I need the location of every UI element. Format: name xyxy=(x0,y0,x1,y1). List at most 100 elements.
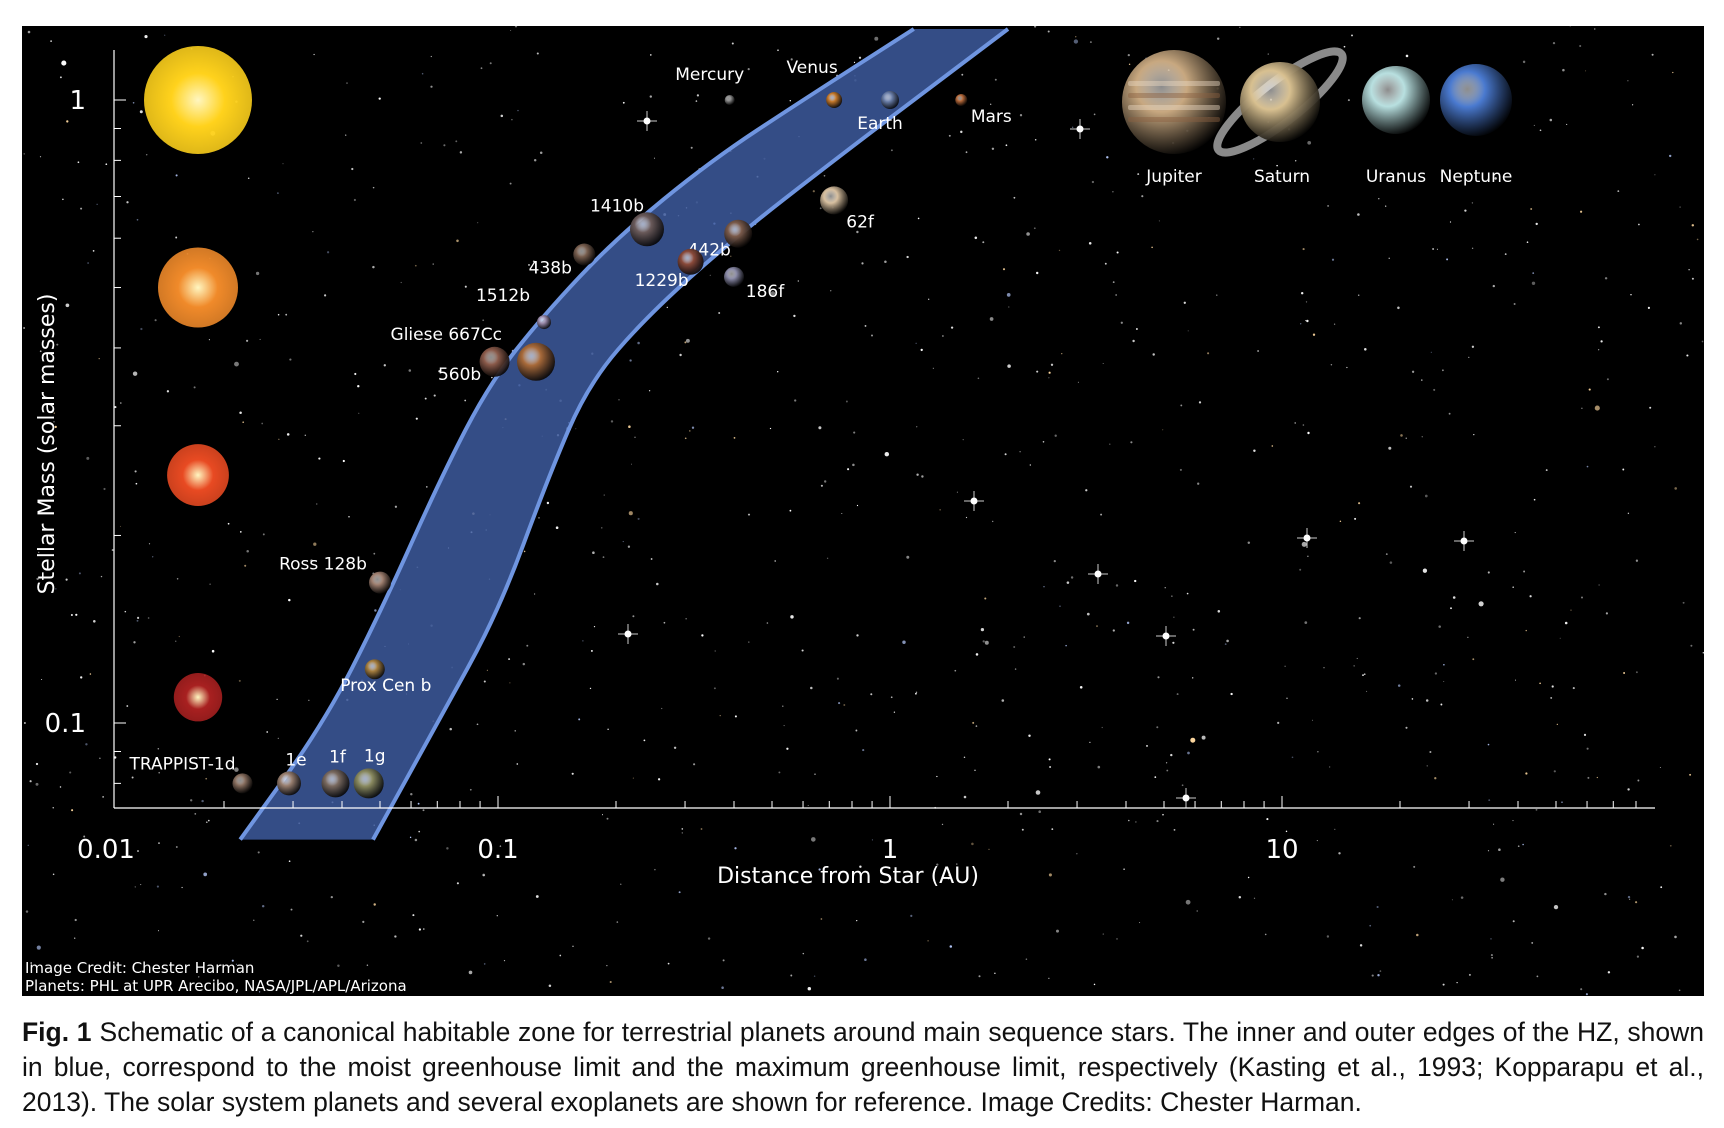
background-star xyxy=(246,550,249,553)
background-star xyxy=(1586,747,1589,750)
background-star xyxy=(666,306,668,309)
planet-label-186f: 186f xyxy=(746,282,785,302)
background-star xyxy=(807,986,812,991)
background-star xyxy=(1636,955,1639,958)
background-star xyxy=(1490,954,1493,957)
background-star xyxy=(253,919,255,921)
background-star xyxy=(1379,970,1382,972)
background-star xyxy=(211,649,215,653)
background-star xyxy=(1179,468,1182,471)
background-star xyxy=(304,434,307,437)
background-star xyxy=(164,34,166,36)
background-star xyxy=(1585,993,1588,996)
background-star xyxy=(1165,762,1168,764)
background-star xyxy=(86,456,90,460)
background-star xyxy=(1533,124,1535,126)
background-star xyxy=(893,711,896,713)
background-star xyxy=(137,616,140,619)
background-star xyxy=(1522,60,1526,64)
background-star xyxy=(50,40,52,42)
background-star xyxy=(1166,769,1169,772)
background-star xyxy=(701,634,704,637)
bright-star xyxy=(964,491,984,511)
background-star xyxy=(1264,933,1267,936)
background-star xyxy=(853,431,856,434)
background-star xyxy=(1238,896,1242,899)
background-star xyxy=(820,484,823,487)
background-star xyxy=(373,903,376,906)
background-star xyxy=(1669,844,1672,847)
background-star xyxy=(433,394,436,397)
background-star xyxy=(1347,99,1350,102)
background-star xyxy=(1112,191,1114,193)
background-star xyxy=(954,669,957,672)
background-star xyxy=(1043,586,1045,588)
background-star xyxy=(1014,668,1017,670)
background-star xyxy=(111,549,114,551)
background-star xyxy=(653,157,656,159)
background-star xyxy=(1019,114,1023,117)
background-star xyxy=(949,945,953,948)
background-star xyxy=(113,966,117,969)
background-star xyxy=(418,928,422,931)
background-star xyxy=(136,619,139,622)
background-star xyxy=(1230,692,1233,696)
background-star xyxy=(234,361,239,367)
background-star xyxy=(917,217,920,220)
background-star xyxy=(499,845,502,847)
background-star xyxy=(414,838,418,842)
background-star xyxy=(35,782,39,786)
background-star xyxy=(87,262,89,264)
background-star xyxy=(1134,579,1137,583)
background-star xyxy=(400,281,402,284)
background-star xyxy=(312,231,314,233)
background-star xyxy=(1627,895,1631,899)
star-mass-0.25 xyxy=(167,444,229,506)
image-credit: Image Credit: Chester Harman xyxy=(25,959,255,977)
background-star xyxy=(974,236,978,240)
background-star xyxy=(1438,625,1441,628)
planet-label-mars: Mars xyxy=(971,107,1012,127)
background-star xyxy=(536,52,539,55)
background-star xyxy=(378,97,381,100)
background-star xyxy=(1066,581,1070,584)
background-star xyxy=(66,120,69,123)
background-star xyxy=(906,255,909,259)
background-star xyxy=(965,516,968,519)
background-star xyxy=(1552,41,1556,45)
background-star xyxy=(235,963,237,965)
background-star xyxy=(56,343,59,346)
background-star xyxy=(1019,812,1023,816)
background-star xyxy=(423,928,425,930)
background-star xyxy=(140,327,143,331)
background-star xyxy=(1434,777,1437,780)
background-star xyxy=(1291,756,1294,759)
background-star xyxy=(1617,190,1620,193)
background-star xyxy=(649,54,652,56)
bright-star xyxy=(1088,564,1108,584)
background-star xyxy=(1696,238,1699,241)
background-star xyxy=(318,457,321,460)
background-star xyxy=(1013,196,1016,199)
background-star xyxy=(813,975,816,977)
background-star xyxy=(916,473,919,476)
background-star xyxy=(722,959,725,962)
planet-1f xyxy=(321,769,350,798)
background-star xyxy=(300,934,303,937)
background-star xyxy=(766,622,769,624)
background-star xyxy=(1076,853,1078,855)
background-star xyxy=(526,644,529,647)
x-tick-label: 0.1 xyxy=(477,835,518,865)
planet-560b xyxy=(479,346,510,377)
background-star xyxy=(1535,808,1538,811)
caption-text: Schematic of a canonical habitable zone … xyxy=(22,1017,1705,1117)
background-star xyxy=(548,984,552,988)
background-star xyxy=(810,837,816,842)
background-star xyxy=(1628,898,1631,900)
background-star xyxy=(910,914,913,918)
background-star xyxy=(559,954,562,957)
background-star xyxy=(1093,983,1096,986)
background-star xyxy=(154,319,157,322)
planet-1e xyxy=(277,771,301,796)
background-star xyxy=(826,557,829,559)
